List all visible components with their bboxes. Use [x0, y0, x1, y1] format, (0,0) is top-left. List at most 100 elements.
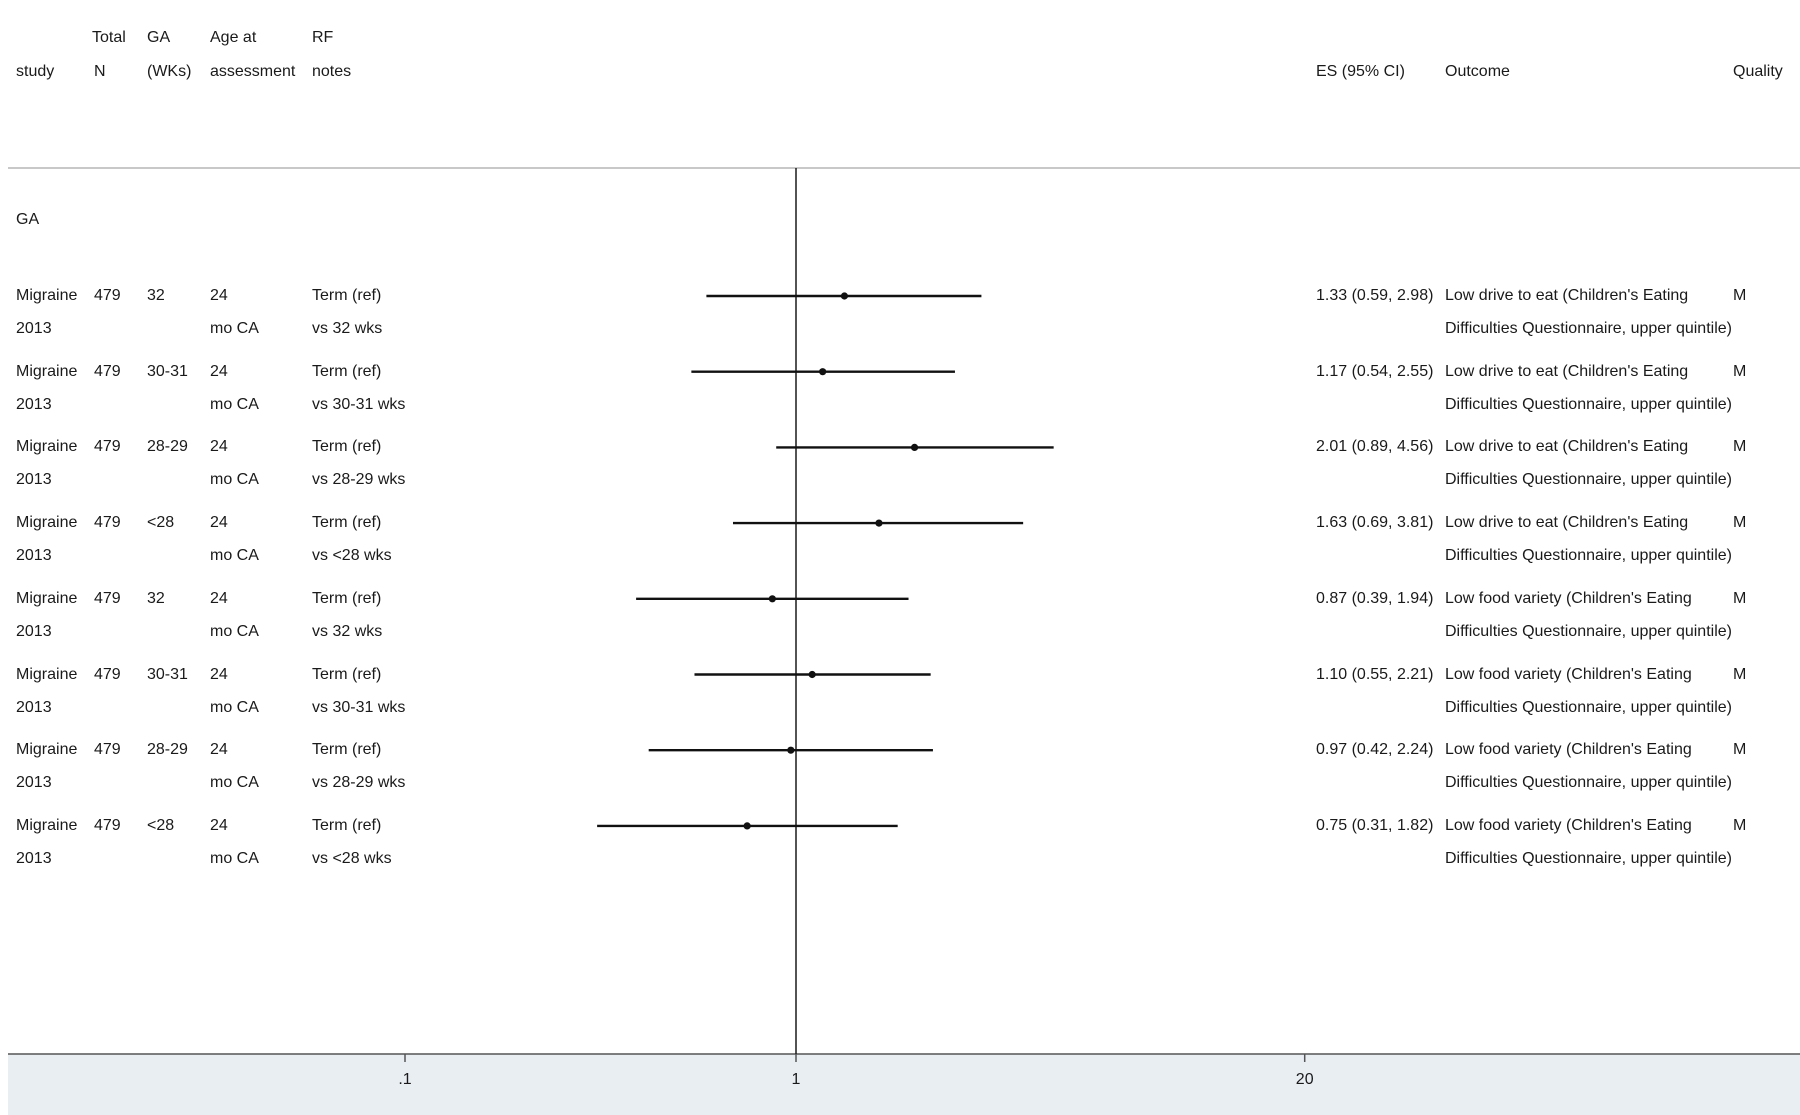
cell-outcome: Low drive to eat (Children's Eating [1445, 514, 1689, 532]
cell-study-year: 2013 [16, 622, 52, 640]
cell-age: 24 [210, 362, 228, 380]
cell-es: 1.17 (0.54, 2.55) [1316, 362, 1434, 380]
subgroup-label: GA [16, 211, 40, 228]
header-total-n-line1: Total [92, 29, 126, 46]
cell-total-n: 479 [94, 741, 121, 759]
cell-rf-comparison: vs 30-31 wks [312, 698, 406, 716]
cell-outcome: Low food variety (Children's Eating [1445, 665, 1692, 683]
cell-es: 1.33 (0.59, 2.98) [1316, 287, 1434, 304]
cell-outcome-cont: Difficulties Questionnaire, upper quinti… [1445, 320, 1732, 337]
cell-study: Migraine [16, 514, 78, 532]
header-study: study [16, 63, 55, 80]
cell-quality: M [1733, 287, 1747, 304]
x-tick-label: .1 [398, 1071, 411, 1088]
cell-total-n: 479 [94, 816, 121, 834]
cell-es: 1.63 (0.69, 3.81) [1316, 514, 1434, 532]
cell-es: 0.75 (0.31, 1.82) [1316, 816, 1434, 834]
cell-age: 24 [210, 741, 228, 759]
cell-ga: 32 [147, 589, 165, 607]
cell-age-unit: mo CA [210, 774, 259, 792]
cell-rf-ref: Term (ref) [312, 514, 382, 532]
cell-quality: M [1733, 362, 1747, 380]
cell-outcome-cont: Difficulties Questionnaire, upper quinti… [1445, 622, 1732, 640]
cell-study: Migraine [16, 287, 78, 304]
cell-rf-comparison: vs 32 wks [312, 320, 383, 337]
header-rf-line2: notes [312, 63, 352, 80]
cell-outcome: Low food variety (Children's Eating [1445, 741, 1692, 759]
header-rf-line1: RF [312, 29, 334, 46]
cell-study: Migraine [16, 589, 78, 607]
point-estimate [808, 670, 816, 679]
cell-age: 24 [210, 287, 228, 304]
header-quality: Quality [1733, 63, 1783, 80]
cell-age-unit: mo CA [210, 395, 259, 413]
point-estimate [743, 822, 751, 830]
header-total-n-line2: N [94, 63, 106, 80]
cell-rf-ref: Term (ref) [312, 741, 382, 759]
cell-total-n: 479 [94, 362, 121, 380]
cell-study-year: 2013 [16, 320, 52, 337]
cell-rf-comparison: vs <28 wks [312, 547, 392, 565]
cell-rf-comparison: vs 30-31 wks [312, 395, 406, 413]
cell-rf-ref: Term (ref) [312, 287, 382, 304]
cell-quality: M [1733, 514, 1747, 532]
cell-ga: 32 [147, 287, 165, 304]
cell-outcome: Low drive to eat (Children's Eating [1445, 362, 1689, 380]
cell-outcome-cont: Difficulties Questionnaire, upper quinti… [1445, 698, 1732, 716]
cell-age-unit: mo CA [210, 471, 259, 489]
cell-es: 1.10 (0.55, 2.21) [1316, 665, 1434, 683]
cell-study: Migraine [16, 438, 78, 456]
cell-quality: M [1733, 816, 1747, 834]
cell-age: 24 [210, 589, 228, 607]
cell-quality: M [1733, 665, 1747, 683]
cell-age-unit: mo CA [210, 849, 259, 867]
header-outcome: Outcome [1445, 63, 1510, 80]
cell-study-year: 2013 [16, 774, 52, 792]
cell-total-n: 479 [94, 514, 121, 532]
cell-study-year: 2013 [16, 849, 52, 867]
cell-rf-comparison: vs 28-29 wks [312, 774, 406, 792]
cell-outcome-cont: Difficulties Questionnaire, upper quinti… [1445, 547, 1732, 565]
x-tick-label: 20 [1296, 1071, 1314, 1088]
cell-rf-ref: Term (ref) [312, 362, 382, 380]
cell-study: Migraine [16, 741, 78, 759]
x-tick-label: 1 [792, 1071, 801, 1088]
cell-outcome-cont: Difficulties Questionnaire, upper quinti… [1445, 774, 1732, 792]
point-estimate [787, 746, 795, 754]
x-axis-band [8, 1054, 1800, 1115]
cell-quality: M [1733, 741, 1747, 759]
cell-ga: 28-29 [147, 438, 188, 456]
cell-rf-ref: Term (ref) [312, 438, 382, 456]
cell-total-n: 479 [94, 589, 121, 607]
cell-age: 24 [210, 438, 228, 456]
cell-rf-comparison: vs 32 wks [312, 622, 383, 640]
cell-rf-ref: Term (ref) [312, 589, 382, 607]
header-ga-line1: GA [147, 29, 171, 46]
cell-ga: 28-29 [147, 741, 188, 759]
cell-study: Migraine [16, 816, 78, 834]
cell-study-year: 2013 [16, 395, 52, 413]
cell-study-year: 2013 [16, 698, 52, 716]
cell-es: 0.97 (0.42, 2.24) [1316, 741, 1434, 759]
cell-outcome-cont: Difficulties Questionnaire, upper quinti… [1445, 395, 1732, 413]
cell-age-unit: mo CA [210, 547, 259, 565]
cell-rf-ref: Term (ref) [312, 665, 382, 683]
point-estimate [875, 519, 883, 527]
cell-rf-ref: Term (ref) [312, 816, 382, 834]
point-estimate [819, 368, 827, 376]
cell-age-unit: mo CA [210, 320, 259, 337]
cell-ga: <28 [147, 816, 175, 834]
cell-age-unit: mo CA [210, 698, 259, 716]
cell-ga: <28 [147, 514, 175, 532]
cell-outcome: Low drive to eat (Children's Eating [1445, 287, 1689, 304]
cell-study-year: 2013 [16, 471, 52, 489]
cell-age: 24 [210, 665, 228, 683]
cell-outcome: Low food variety (Children's Eating [1445, 816, 1692, 834]
cell-quality: M [1733, 438, 1747, 456]
cell-rf-comparison: vs 28-29 wks [312, 471, 406, 489]
cell-outcome: Low drive to eat (Children's Eating [1445, 438, 1689, 456]
header-age-line1: Age at [210, 29, 257, 46]
header-ga-line2: (WKs) [147, 63, 192, 80]
